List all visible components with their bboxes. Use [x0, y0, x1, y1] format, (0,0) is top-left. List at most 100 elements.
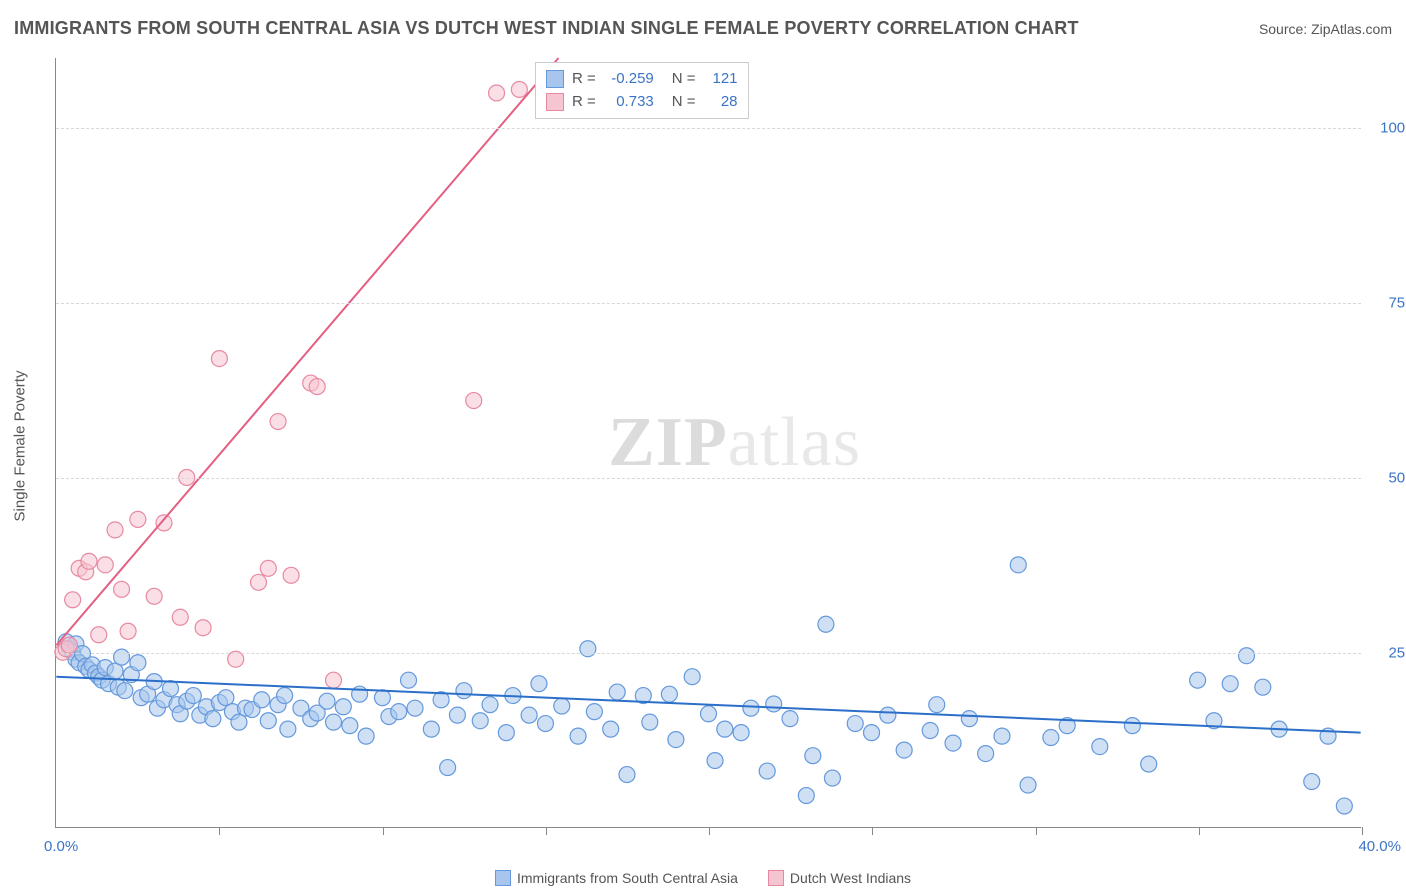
data-point — [407, 700, 423, 716]
data-point — [251, 574, 267, 590]
data-point — [156, 515, 172, 531]
data-point — [994, 728, 1010, 744]
data-point — [805, 748, 821, 764]
data-point — [326, 672, 342, 688]
data-point — [472, 713, 488, 729]
y-tick-label: 100.0% — [1371, 120, 1406, 137]
data-point — [1141, 756, 1157, 772]
x-tick — [546, 827, 547, 835]
title-bar: IMMIGRANTS FROM SOUTH CENTRAL ASIA VS DU… — [14, 18, 1392, 39]
data-point — [880, 707, 896, 723]
data-point — [456, 683, 472, 699]
data-point — [335, 699, 351, 715]
data-point — [130, 511, 146, 527]
data-point — [172, 609, 188, 625]
data-point — [929, 697, 945, 713]
x-tick — [872, 827, 873, 835]
gridline — [56, 128, 1361, 129]
data-point — [759, 763, 775, 779]
legend-label-a: Immigrants from South Central Asia — [517, 870, 738, 886]
data-point — [185, 688, 201, 704]
chart-svg — [56, 58, 1361, 827]
data-point — [1239, 648, 1255, 664]
data-point — [824, 770, 840, 786]
data-point — [498, 725, 514, 741]
data-point — [603, 721, 619, 737]
data-point — [280, 721, 296, 737]
data-point — [114, 581, 130, 597]
data-point — [511, 81, 527, 97]
data-point — [130, 655, 146, 671]
data-point — [97, 557, 113, 573]
data-point — [609, 684, 625, 700]
data-point — [701, 706, 717, 722]
data-point — [531, 676, 547, 692]
data-point — [61, 637, 77, 653]
data-point — [1020, 777, 1036, 793]
data-point — [1043, 730, 1059, 746]
data-point — [466, 393, 482, 409]
gridline — [56, 303, 1361, 304]
data-point — [945, 735, 961, 751]
r-value-b: 0.733 — [604, 91, 654, 114]
data-point — [449, 707, 465, 723]
data-point — [922, 723, 938, 739]
data-point — [1124, 718, 1140, 734]
gridline — [56, 653, 1361, 654]
data-point — [342, 718, 358, 734]
n-value-a: 121 — [704, 68, 738, 91]
data-point — [1010, 557, 1026, 573]
x-tick — [1199, 827, 1200, 835]
stats-legend-box: R = -0.259 N = 121 R = 0.733 N = 28 — [535, 62, 749, 119]
data-point — [146, 588, 162, 604]
data-point — [743, 700, 759, 716]
data-point — [358, 728, 374, 744]
data-point — [668, 732, 684, 748]
n-label: N = — [672, 91, 696, 114]
data-point — [1092, 739, 1108, 755]
gridline — [56, 478, 1361, 479]
data-point — [117, 683, 133, 699]
r-label: R = — [572, 91, 596, 114]
data-point — [537, 716, 553, 732]
data-point — [521, 707, 537, 723]
data-point — [81, 553, 97, 569]
data-point — [260, 713, 276, 729]
data-point — [707, 753, 723, 769]
data-point — [1255, 679, 1271, 695]
x-tick — [219, 827, 220, 835]
r-value-a: -0.259 — [604, 68, 654, 91]
data-point — [896, 742, 912, 758]
data-point — [270, 414, 286, 430]
data-point — [782, 711, 798, 727]
data-point — [733, 725, 749, 741]
stats-row-a: R = -0.259 N = 121 — [546, 68, 738, 91]
y-tick-label: 50.0% — [1371, 470, 1406, 487]
chart-title: IMMIGRANTS FROM SOUTH CENTRAL ASIA VS DU… — [14, 18, 1079, 39]
data-point — [586, 704, 602, 720]
data-point — [482, 697, 498, 713]
x-max-label: 40.0% — [1358, 838, 1401, 855]
legend-label-b: Dutch West Indians — [790, 870, 911, 886]
plot-area: ZIPatlas 0.0% 40.0% 25.0%50.0%75.0%100.0… — [55, 58, 1361, 828]
data-point — [401, 672, 417, 688]
legend-swatch-b — [768, 870, 784, 886]
data-point — [423, 721, 439, 737]
r-label: R = — [572, 68, 596, 91]
data-point — [978, 746, 994, 762]
data-point — [818, 616, 834, 632]
data-point — [319, 693, 335, 709]
data-point — [1190, 672, 1206, 688]
trend-line — [56, 58, 558, 645]
data-point — [717, 721, 733, 737]
data-point — [661, 686, 677, 702]
data-point — [120, 623, 136, 639]
y-tick-label: 25.0% — [1371, 645, 1406, 662]
data-point — [580, 641, 596, 657]
data-point — [440, 760, 456, 776]
n-value-b: 28 — [704, 91, 738, 114]
y-tick-label: 75.0% — [1371, 295, 1406, 312]
data-point — [283, 567, 299, 583]
data-point — [798, 788, 814, 804]
x-tick — [383, 827, 384, 835]
